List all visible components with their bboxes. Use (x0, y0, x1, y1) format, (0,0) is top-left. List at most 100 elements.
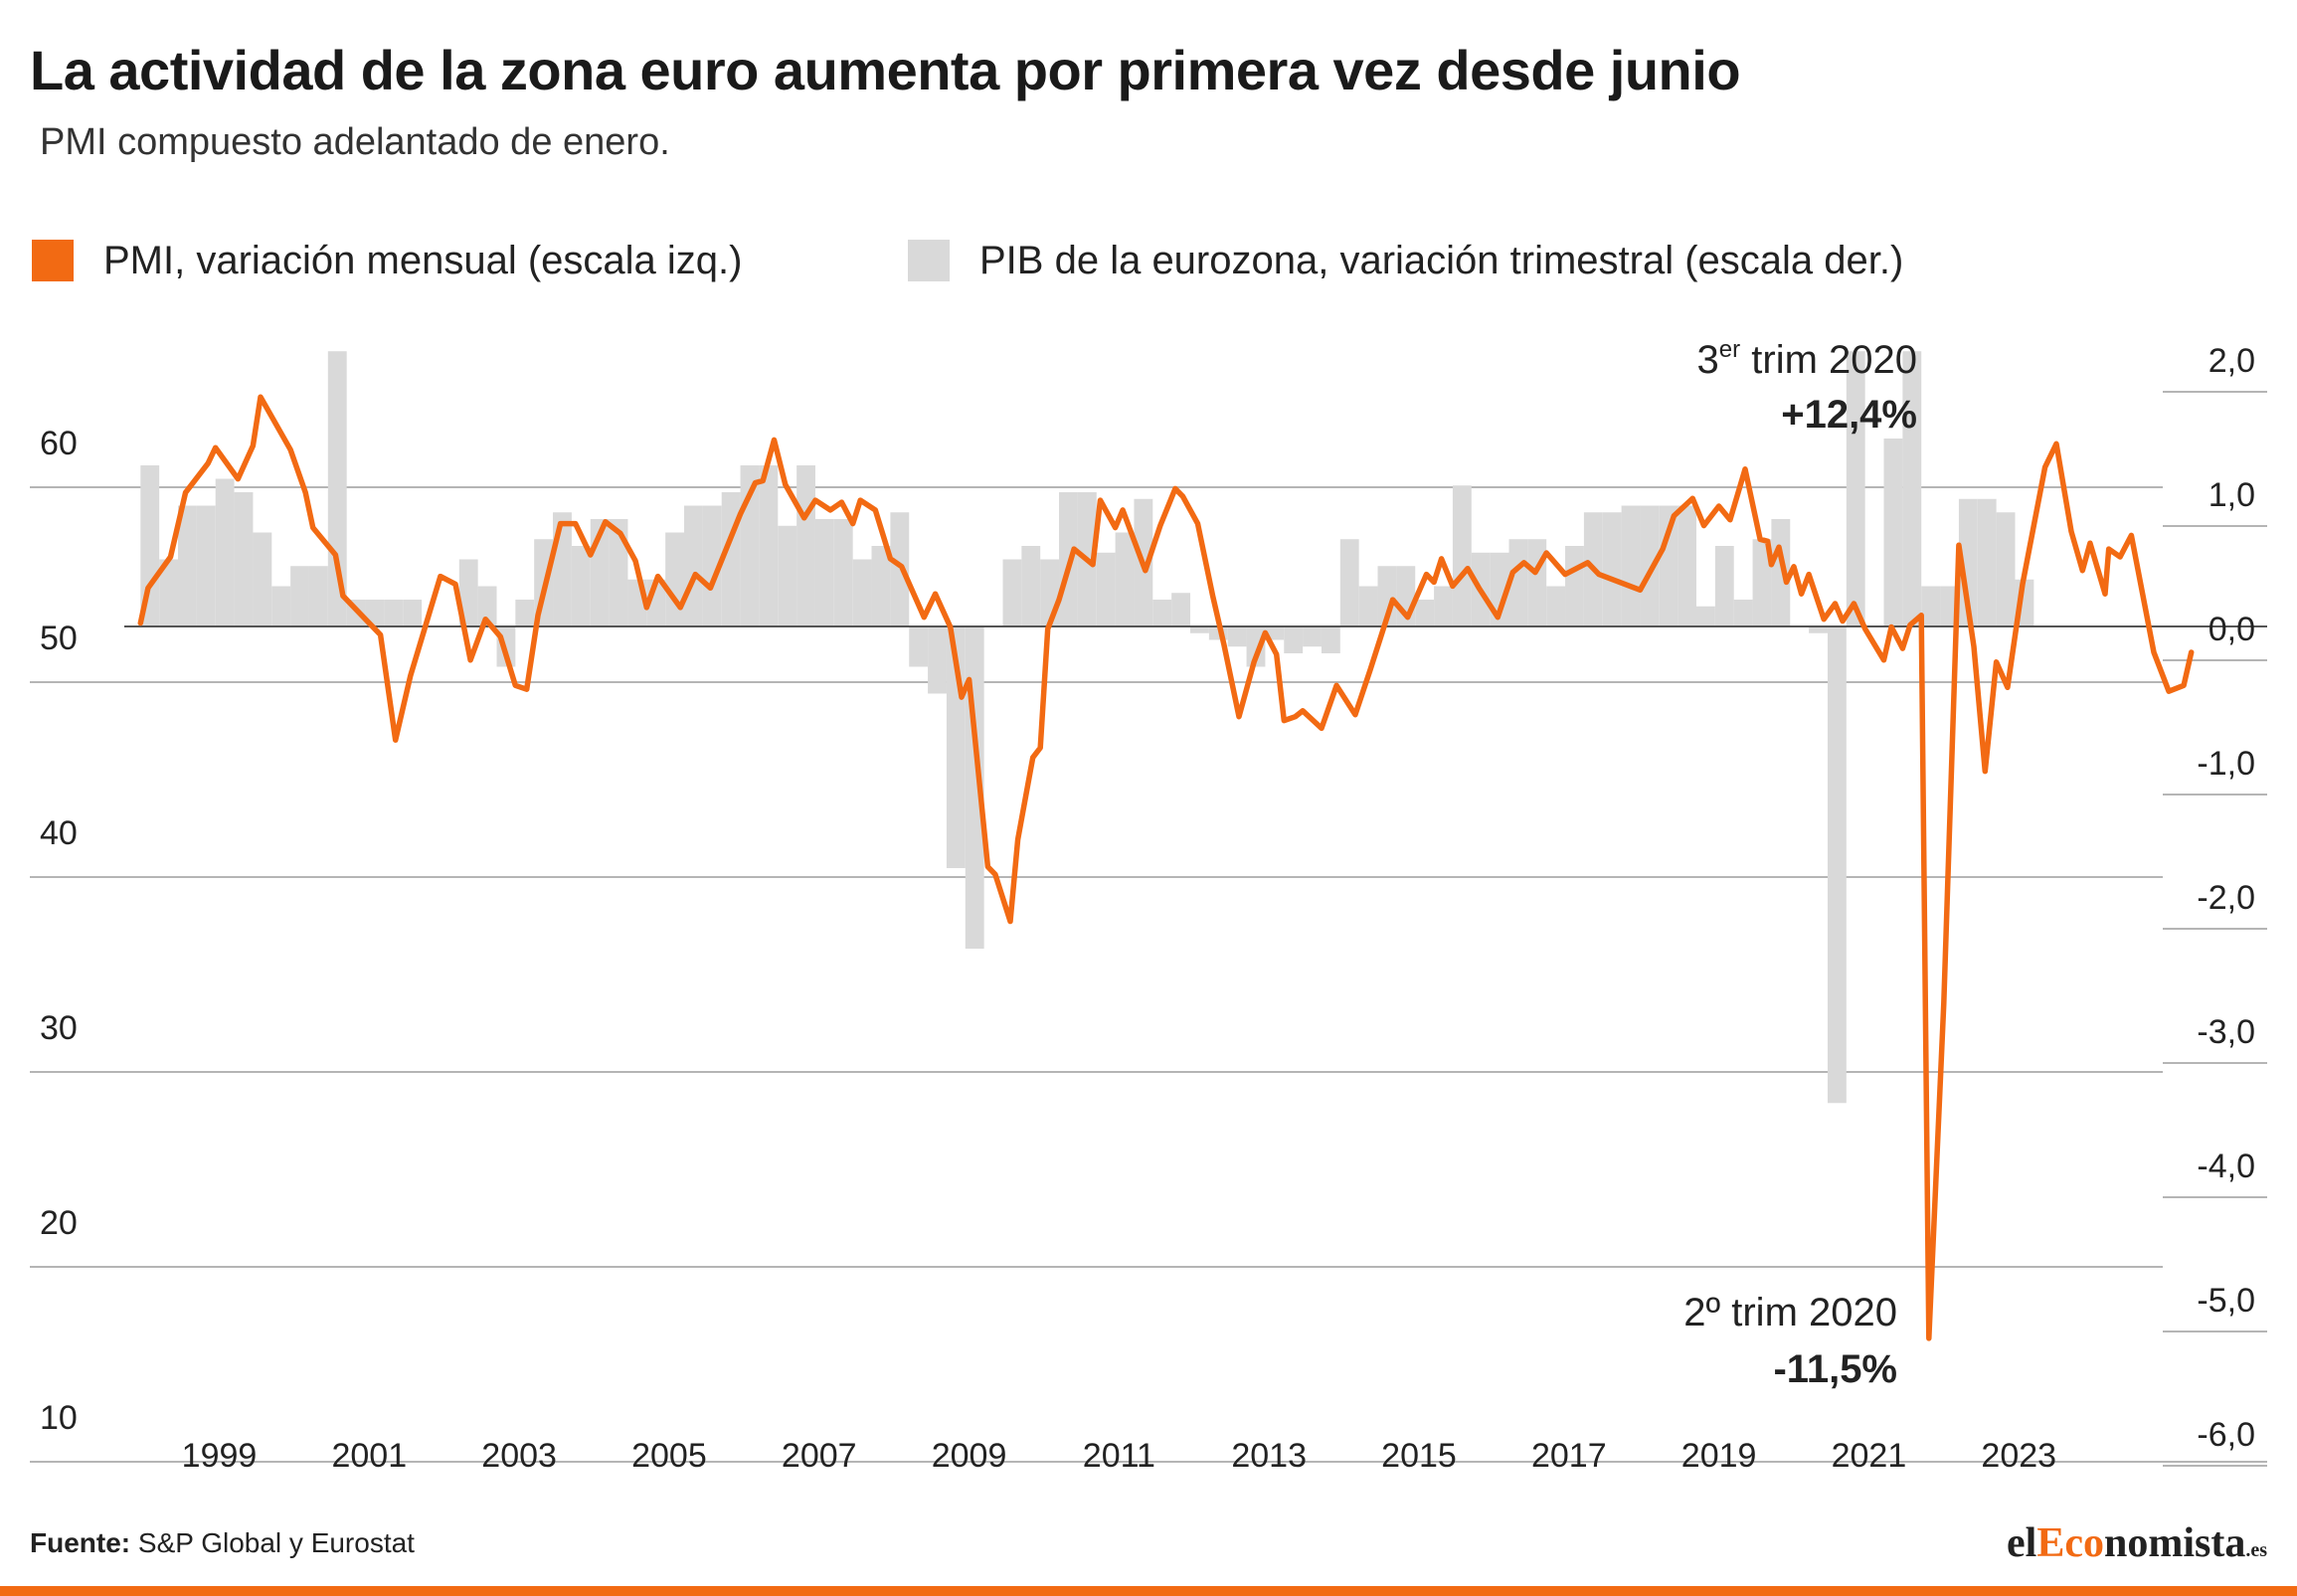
right-tick-label: -6,0 (2197, 1416, 2255, 1454)
gdp-bar (215, 478, 235, 626)
gdp-bar (1678, 505, 1697, 626)
publisher-logo[interactable]: elEconomista.es (2007, 1520, 2267, 1566)
gdp-bar (1021, 546, 1041, 626)
left-tick-label: 10 (40, 1399, 78, 1437)
x-tick-label: 2007 (782, 1437, 857, 1472)
gdp-bar (271, 586, 291, 626)
gdp-bars (140, 351, 2034, 1104)
gridlines (30, 391, 2267, 1467)
gdp-bar (814, 519, 834, 626)
gdp-bar (1096, 552, 1116, 626)
gdp-bar (890, 512, 910, 626)
gdp-bar (1977, 498, 1997, 626)
gdp-bar (1827, 626, 1847, 1104)
chart-subtitle: PMI compuesto adelantado de enero. (40, 121, 670, 163)
right-tick-label: 2,0 (2209, 342, 2255, 380)
x-tick-label: 2021 (1832, 1437, 1907, 1472)
annotation-q2-2020-label: 2º trim 2020 (1683, 1291, 1897, 1334)
chart-title: La actividad de la zona euro aumenta por… (30, 39, 1741, 101)
gdp-bar (384, 600, 404, 626)
x-tick-label: 2001 (331, 1437, 407, 1472)
legend-pmi-label: PMI, variación mensual (escala izq.) (103, 238, 743, 282)
left-tick-label: 50 (40, 620, 78, 657)
x-tick-label: 2005 (631, 1437, 707, 1472)
right-tick-label: -3,0 (2197, 1013, 2255, 1051)
gdp-bar (1171, 593, 1191, 626)
right-tick-label: -2,0 (2197, 879, 2255, 917)
gdp-bar (234, 492, 254, 626)
pmi-series-line (137, 394, 2195, 1341)
legend-gdp-swatch (908, 240, 950, 281)
gdp-bar (1339, 539, 1359, 626)
gdp-bar (1733, 600, 1753, 626)
left-tick-label: 40 (40, 814, 78, 852)
left-tick-label: 30 (40, 1009, 78, 1047)
gdp-bar (477, 586, 497, 626)
gdp-bar (1452, 485, 1472, 626)
gdp-bar (1921, 586, 1941, 626)
gdp-bar (403, 600, 423, 626)
right-tick-label: 0,0 (2209, 611, 2255, 648)
left-tick-label: 20 (40, 1204, 78, 1242)
gdp-bar (1190, 626, 1209, 633)
x-tick-label: 2009 (932, 1437, 1007, 1472)
gdp-bar (1602, 512, 1622, 626)
gdp-bar (871, 546, 891, 626)
gdp-bar (1115, 532, 1135, 626)
annotation-q3-2020-label: 3er trim 2020 (1697, 336, 1917, 382)
gdp-bar (609, 519, 628, 626)
gdp-bar (796, 465, 815, 626)
x-tick-label: 2003 (481, 1437, 557, 1472)
gdp-bar (1303, 626, 1322, 647)
gdp-bar (702, 505, 722, 626)
right-tick-label: -5,0 (2197, 1282, 2255, 1320)
pmi-line (137, 394, 2195, 1341)
legend-pmi-swatch (32, 240, 74, 281)
gdp-bar (1152, 600, 1172, 626)
axis-labels: 10 20 30 40 50 60 2,0 1,0 0,0 -1,0 -2,0 -3,0 -4,0 -5,… (40, 342, 2255, 1472)
gdp-bar (759, 465, 779, 626)
gdp-bar (515, 600, 535, 626)
gdp-bar (1696, 606, 1715, 626)
legend-gdp-label: PIB de la eurozona, variación trimestral… (979, 238, 1904, 282)
right-tick-label: -4,0 (2197, 1148, 2255, 1185)
x-tick-label: 2013 (1231, 1437, 1307, 1472)
source-note: Fuente: S&P Global y Eurostat (30, 1527, 415, 1559)
gdp-bar (1227, 626, 1247, 647)
gdp-bar (1771, 519, 1791, 626)
gdp-bar (178, 505, 197, 626)
source-label: Fuente: (30, 1527, 131, 1558)
right-tick-label: 1,0 (2209, 476, 2255, 514)
gdp-bar (308, 566, 328, 626)
gdp-bar (1752, 539, 1772, 626)
legend-gdp: PIB de la eurozona, variación trimestral… (908, 231, 1903, 290)
gdp-bar (1565, 546, 1584, 626)
gdp-bar (140, 465, 160, 626)
gdp-bar (1996, 512, 2016, 626)
gdp-bar (1809, 626, 1828, 633)
gdp-bar (571, 546, 591, 626)
chart-area: 10 20 30 40 50 60 2,0 1,0 0,0 -1,0 -2,0 -3,0 -4,0 -5,… (30, 336, 2267, 1472)
gdp-bar (553, 512, 572, 626)
annotation-q2-2020-value: -11,5% (1773, 1347, 1897, 1391)
gdp-bar (1883, 439, 1903, 626)
gdp-bar (290, 566, 309, 626)
x-tick-label: 2023 (1981, 1437, 2056, 1472)
gdp-bar (1546, 586, 1566, 626)
x-tick-label: 2011 (1083, 1437, 1155, 1472)
right-tick-label: -1,0 (2197, 745, 2255, 783)
gdp-bar (365, 600, 385, 626)
gdp-bar (1621, 505, 1641, 626)
gdp-bar (1415, 600, 1435, 626)
gdp-bar (159, 559, 179, 626)
gdp-bar (1358, 586, 1378, 626)
gdp-bar (852, 559, 872, 626)
gdp-bar (1321, 626, 1340, 653)
gdp-bar (833, 519, 853, 626)
gdp-bar (1659, 505, 1679, 626)
bottom-accent-bar (0, 1586, 2297, 1596)
gdp-bar (684, 505, 703, 626)
gdp-bar (1434, 586, 1453, 626)
x-tick-label: 1999 (182, 1437, 258, 1472)
legend-pmi: PMI, variación mensual (escala izq.) (32, 231, 742, 290)
